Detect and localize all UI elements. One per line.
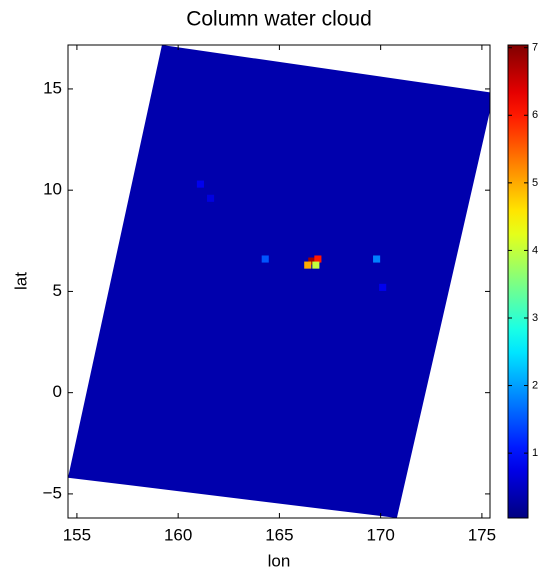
cell bbox=[261, 255, 269, 263]
cell bbox=[373, 255, 381, 263]
chart-title: Column water cloud bbox=[186, 8, 372, 31]
x-tick-label: 175 bbox=[468, 525, 496, 544]
y-tick-label: −5 bbox=[43, 483, 62, 502]
y-tick-label: 15 bbox=[43, 78, 62, 97]
cell bbox=[312, 261, 320, 269]
x-tick-label: 170 bbox=[366, 525, 394, 544]
colorbar-tick-label: 5 bbox=[532, 177, 538, 189]
y-axis-label: lat bbox=[11, 272, 30, 290]
cell bbox=[379, 283, 387, 291]
y-tick-label: 10 bbox=[43, 180, 62, 199]
colorbar bbox=[507, 44, 529, 519]
x-tick-label: 165 bbox=[265, 525, 293, 544]
colorbar-tick-label: 1 bbox=[532, 447, 538, 459]
x-axis-label: lon bbox=[268, 551, 291, 570]
colorbar-tick-label: 7 bbox=[532, 42, 538, 54]
colorbar-tick-label: 4 bbox=[532, 244, 538, 256]
cell bbox=[304, 261, 312, 269]
y-tick-label: 0 bbox=[53, 382, 62, 401]
cell bbox=[207, 194, 215, 202]
plot-area bbox=[68, 45, 490, 518]
y-tick-label: 5 bbox=[53, 281, 62, 300]
swath bbox=[68, 45, 490, 518]
cell bbox=[196, 180, 204, 188]
cell bbox=[308, 257, 316, 265]
x-tick-label: 160 bbox=[164, 525, 192, 544]
cell bbox=[314, 255, 322, 263]
colorbar-tick-label: 3 bbox=[532, 312, 538, 324]
x-tick-label: 155 bbox=[63, 525, 91, 544]
colorbar-tick-label: 2 bbox=[532, 379, 538, 391]
colorbar-tick-label: 6 bbox=[532, 109, 538, 121]
